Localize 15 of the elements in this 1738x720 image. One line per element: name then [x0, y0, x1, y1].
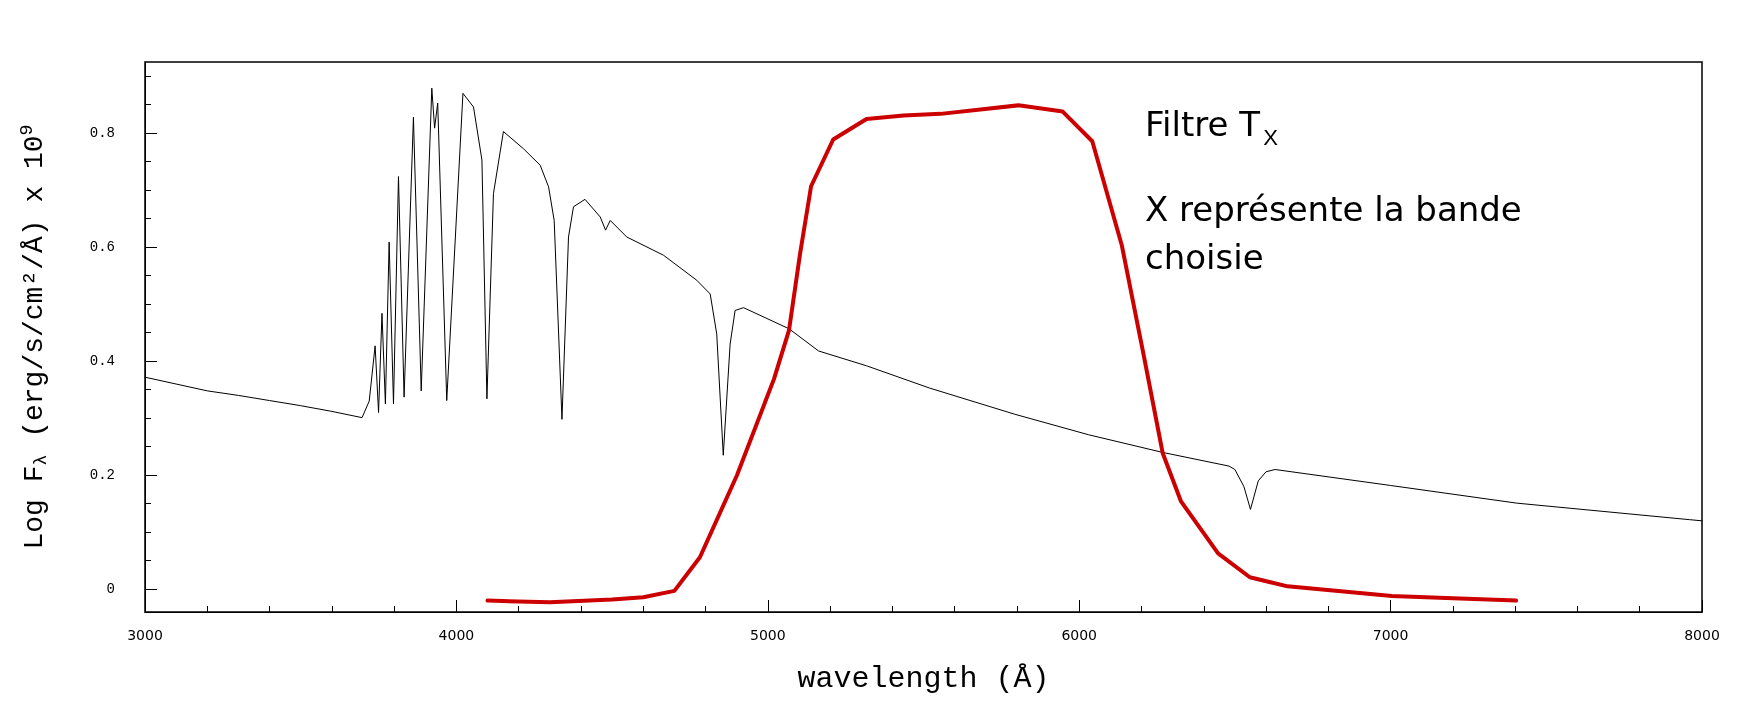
line-series — [485, 103, 1519, 605]
y-axis-title: Log Fλ (erg/s/cm²/Å) x 109 — [17, 124, 51, 550]
x-tick-label: 4000 — [438, 627, 475, 643]
x-tick-label: 8000 — [1684, 627, 1720, 643]
annotation: X représente la bande choisie — [1145, 189, 1533, 277]
y-tick-label: 0.6 — [89, 239, 115, 256]
x-tick-label: 3000 — [127, 627, 163, 643]
x-axis-title: wavelength (Å) — [797, 662, 1050, 696]
y-tick-label: 0.8 — [89, 125, 115, 142]
y-tick-label: 0 — [106, 581, 115, 598]
y-tick-label: 0.2 — [89, 467, 115, 484]
x-tick-label: 6000 — [1061, 627, 1098, 643]
x-tick-label: 7000 — [1372, 627, 1409, 643]
x-tick-label: 5000 — [749, 627, 786, 643]
y-tick-label: 0.4 — [89, 353, 115, 370]
